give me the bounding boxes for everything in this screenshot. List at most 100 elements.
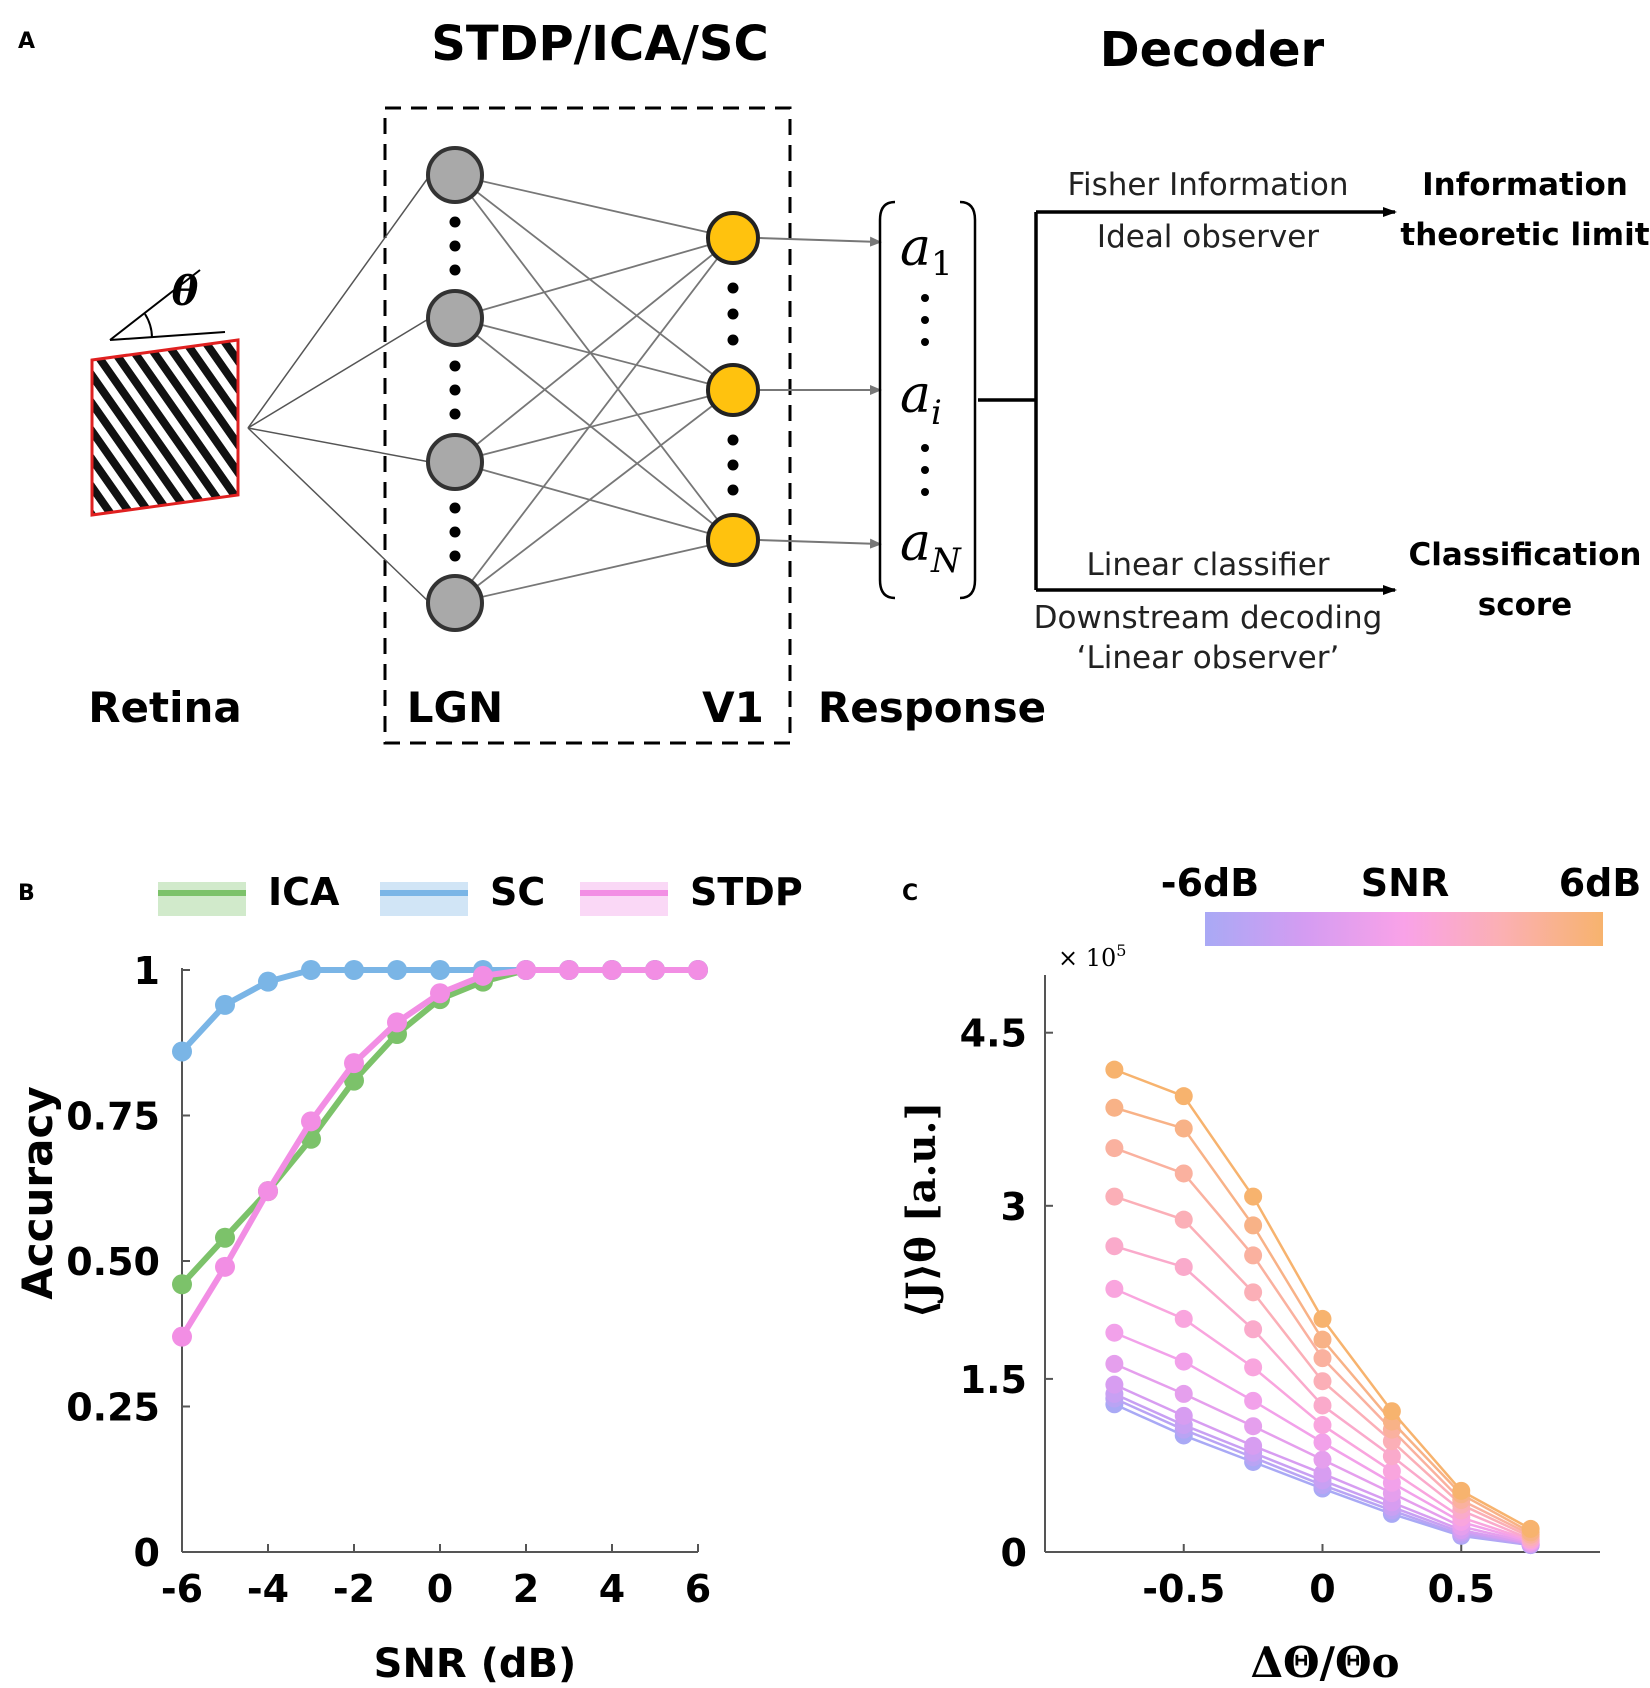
data-point-snr [1174, 1210, 1193, 1229]
data-point-stdp [688, 960, 708, 980]
panel-b-ytick-label: 0 [134, 1531, 160, 1575]
data-point-snr [1382, 1447, 1401, 1466]
data-point-snr [1313, 1450, 1332, 1469]
data-point-sc [301, 960, 321, 980]
lgn-node [426, 289, 484, 347]
retina-lgn-connections [247, 174, 431, 604]
panel-b-ytick-label: 0.50 [66, 1240, 160, 1284]
v1-ellipsis-dots [727, 282, 739, 496]
data-point-snr [1244, 1358, 1263, 1377]
lgn-node [426, 146, 484, 204]
retina-label: Retina [88, 683, 242, 732]
response-vector-brackets [878, 200, 977, 600]
panel-b-ytick-label: 1 [134, 949, 160, 993]
data-point-stdp [473, 965, 493, 986]
panel-c-axes: 0 1.5 3 4.5 -0.5 0 0.5 [960, 975, 1600, 1611]
v1-response-arrows [759, 236, 882, 549]
model-title: STDP/ICA/SC [431, 16, 768, 72]
panel-b-xtick-label: -6 [161, 1567, 203, 1611]
downstream-decoding-label: Downstream decoding [1034, 600, 1383, 636]
panel-c-xtick-label: -0.5 [1142, 1567, 1225, 1611]
panel-b-axes: 0 0.25 0.50 0.75 1 -6 -4 -2 0 2 4 6 [66, 949, 711, 1611]
series-sc [172, 960, 708, 1062]
legend-item-sc: SC [380, 870, 545, 916]
panel-c-xtick-label: 0.5 [1428, 1567, 1495, 1611]
data-point-sc [344, 960, 364, 980]
data-point-snr [1313, 1372, 1332, 1391]
information-limit-label-2: theoretic limit [1400, 217, 1649, 253]
response-ellipsis-dots [921, 294, 929, 496]
data-point-snr [1174, 1309, 1193, 1328]
data-point-sc [258, 971, 278, 992]
legend-label: SC [490, 870, 545, 914]
lgn-label: LGN [407, 683, 503, 732]
lgn-nodes [426, 146, 484, 632]
data-point-snr [1244, 1187, 1263, 1206]
panel-b: B ICA SC STDP 0 0.25 0.50 0.75 1 -6 -4 -2 0 2 4 6 SNR… [13, 870, 803, 1687]
data-point-ica [172, 1274, 192, 1295]
v1-node [706, 513, 760, 567]
data-point-sc [430, 960, 450, 980]
model-dashed-box [383, 106, 792, 745]
v1-node [706, 211, 760, 265]
information-limit-label-1: Information [1422, 167, 1628, 203]
legend-swatch-band [158, 882, 246, 916]
theta-symbol: θ [172, 268, 199, 315]
data-point-stdp [172, 1326, 192, 1347]
data-point-snr [1174, 1257, 1193, 1276]
panel-c-ytick-label: 3 [1001, 1185, 1027, 1229]
panel-c-xlabel: ΔΘ/Θo [1250, 1638, 1399, 1687]
data-point-stdp [215, 1256, 235, 1277]
v1-nodes [706, 211, 760, 567]
decoder-title: Decoder [1100, 22, 1325, 78]
data-point-sc [387, 960, 407, 980]
panel-c-label: C [902, 881, 918, 906]
data-point-stdp [344, 1053, 364, 1074]
data-point-snr [1521, 1519, 1540, 1538]
panel-c-xtick-label: 0 [1309, 1567, 1335, 1611]
colorbar-title: SNR [1361, 861, 1449, 905]
panel-c-series [1105, 1060, 1540, 1555]
response-label: Response [818, 683, 1046, 732]
legend-swatch-band [380, 882, 468, 916]
data-point-snr [1174, 1352, 1193, 1371]
data-point-snr [1105, 1279, 1124, 1298]
data-point-snr [1105, 1375, 1124, 1394]
data-point-snr [1174, 1119, 1193, 1138]
v1-node [706, 363, 760, 417]
data-point-sc [215, 994, 235, 1015]
legend-swatch-band [580, 882, 668, 916]
data-point-snr [1174, 1384, 1193, 1403]
data-point-snr [1244, 1417, 1263, 1436]
panel-c-ytick-label: 4.5 [960, 1012, 1027, 1056]
data-point-stdp [387, 1012, 407, 1033]
data-point-stdp [430, 983, 450, 1004]
snr-colorbar [1205, 912, 1603, 946]
legend-label: ICA [268, 870, 340, 914]
colorbar-min-label: -6dB [1161, 861, 1259, 905]
panel-b-ytick-label: 0.25 [66, 1386, 160, 1430]
data-point-snr [1244, 1283, 1263, 1302]
classification-score-label-1: Classification [1409, 537, 1642, 573]
data-point-stdp [559, 960, 579, 980]
data-point-snr [1174, 1087, 1193, 1106]
data-point-snr [1105, 1139, 1124, 1158]
series-stdp [172, 960, 708, 1347]
panel-c-ytick-label: 1.5 [960, 1358, 1027, 1402]
panel-b-xtick-label: 0 [427, 1567, 453, 1611]
data-point-stdp [258, 1181, 278, 1202]
data-point-stdp [645, 960, 665, 980]
data-point-snr [1244, 1216, 1263, 1235]
legend-label: STDP [690, 870, 803, 914]
panel-b-ylabel: Accuracy [13, 1086, 62, 1300]
data-point-snr [1313, 1464, 1332, 1483]
data-point-snr [1313, 1433, 1332, 1452]
data-point-snr [1244, 1246, 1263, 1265]
data-point-snr [1313, 1396, 1332, 1415]
panel-b-legend: ICA SC STDP [158, 870, 803, 916]
data-point-snr [1244, 1391, 1263, 1410]
ideal-observer-label: Ideal observer [1097, 219, 1319, 255]
classification-score-label-2: score [1478, 587, 1572, 623]
linear-observer-label: ‘Linear observer’ [1077, 640, 1340, 676]
